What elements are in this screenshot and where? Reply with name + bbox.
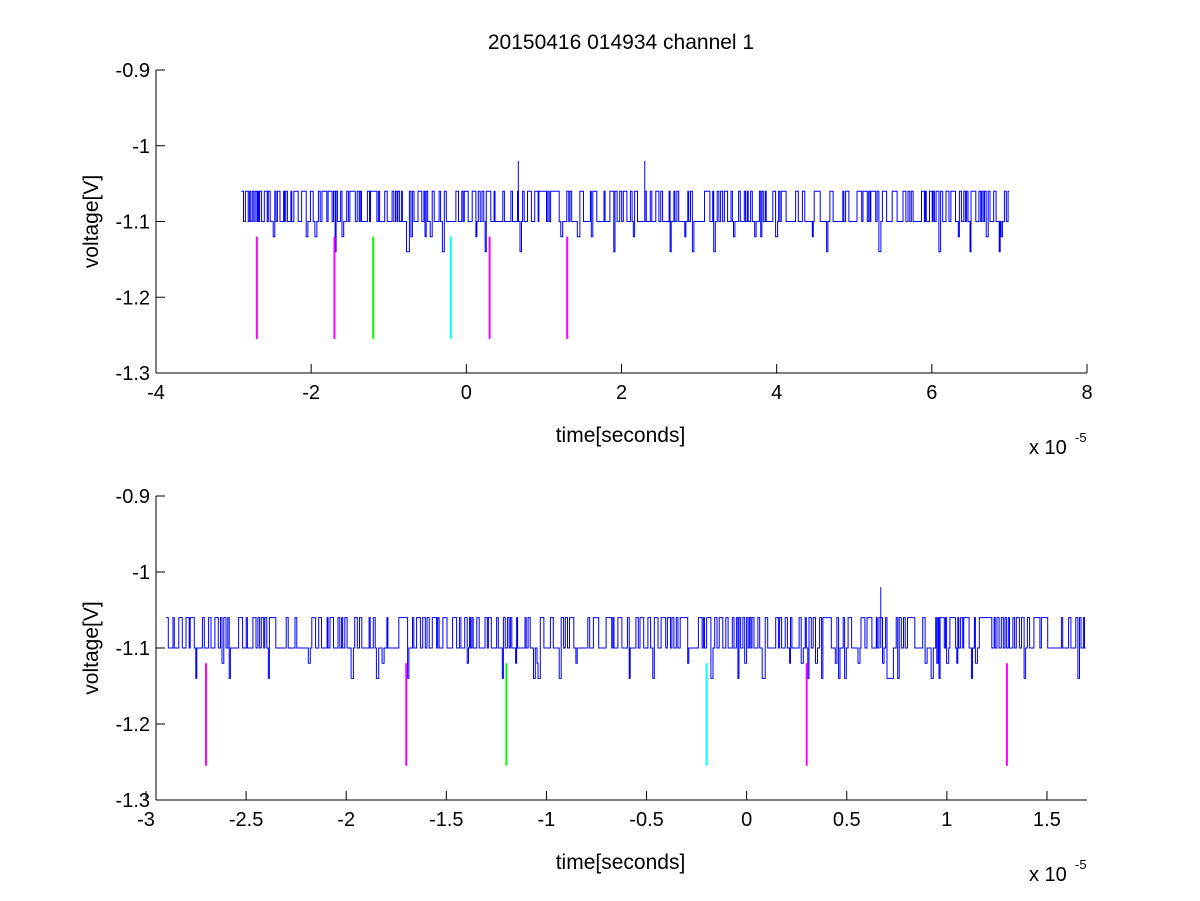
- bottom-x-tick-label: -1.5: [429, 809, 463, 831]
- bottom-x-tick-label: -2: [337, 809, 355, 831]
- bottom-x-tick-label: 0.5: [833, 809, 861, 831]
- bottom-y-tick-label: -1.1: [116, 638, 150, 660]
- bottom-signal-trace: [166, 617, 1086, 679]
- bottom-y-tick-label: -1.2: [116, 714, 150, 736]
- top-y-axis-label: voltage[V]: [80, 175, 103, 268]
- top-x-tick-label: 0: [461, 382, 472, 404]
- top-y-tick-label: -0.9: [116, 60, 150, 82]
- figure-title: 20150416 014934 channel 1: [488, 31, 754, 54]
- bottom-x-tick-label: -2.5: [229, 809, 263, 831]
- top-y-tick-label: -1.1: [116, 212, 150, 234]
- bottom-x-tick-label: 1: [941, 809, 952, 831]
- top-x-tick-label: -2: [302, 382, 320, 404]
- top-x-axis-label: time[seconds]: [556, 424, 686, 447]
- top-x-exponent: -5: [1075, 430, 1087, 445]
- bottom-x-tick-label: 1.5: [1033, 809, 1061, 831]
- top-signal-trace: [241, 190, 1010, 253]
- top-x-tick-label: 8: [1081, 382, 1092, 404]
- top-y-tick-label: -1.3: [116, 363, 150, 385]
- bottom-y-tick-label: -1.3: [116, 790, 150, 812]
- top-x-tick-label: 2: [616, 382, 627, 404]
- bottom-subplot: -3 -2.5 -2 -1.5 -1 -0.5 0 0.5 1 1.5 -1.3 -1.2 -1.1 -1…: [80, 486, 1087, 886]
- bottom-x-exponent-label: x 10: [1029, 864, 1067, 886]
- bottom-y-axis-label: voltage[V]: [80, 601, 103, 694]
- top-x-exponent-label: x 10: [1029, 437, 1067, 459]
- top-x-tick-label: -4: [147, 382, 165, 404]
- bottom-x-tick-label: -3: [137, 809, 155, 831]
- bottom-x-tick-label: -1: [538, 809, 556, 831]
- bottom-y-tick-label: -1: [132, 562, 150, 584]
- bottom-x-axis-label: time[seconds]: [556, 851, 686, 874]
- bottom-x-tick-label: -0.5: [629, 809, 663, 831]
- top-subplot: -4 -2 0 2 4 6 8 -1.3 -1.2 -1.1 -1 -0.9 time[seconds]…: [80, 60, 1093, 459]
- top-x-tick-label: 4: [771, 382, 782, 404]
- top-y-tick-label: -1: [132, 136, 150, 158]
- bottom-x-exponent: -5: [1075, 857, 1087, 872]
- bottom-x-tick-label: 0: [741, 809, 752, 831]
- bottom-y-tick-label: -0.9: [116, 486, 150, 508]
- top-x-tick-label: 6: [926, 382, 937, 404]
- top-y-tick-label: -1.2: [116, 287, 150, 309]
